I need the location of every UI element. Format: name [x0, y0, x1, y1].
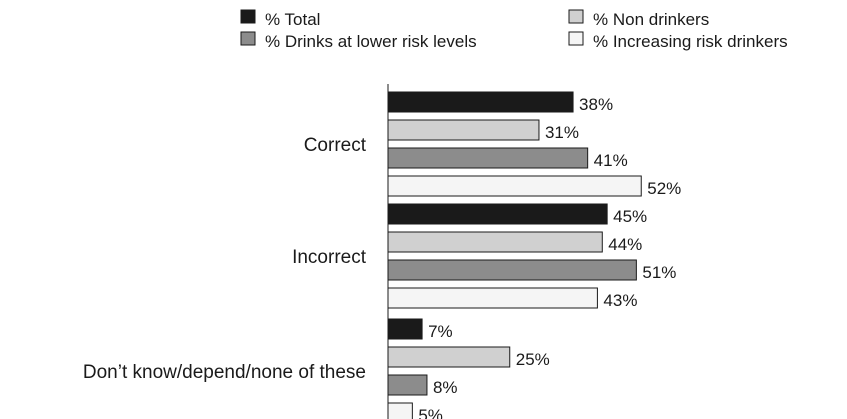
legend-label-non-drinkers: % Non drinkers [593, 10, 709, 29]
legend-label-drinks-at-lower-risk-levels: % Drinks at lower risk levels [265, 32, 477, 51]
bar-don-t-know-depend-none-of-these-non-drinkers [387, 346, 511, 368]
bar-don-t-know-depend-none-of-these-increasing-risk-drinkers [387, 402, 413, 419]
bar-correct-non-drinkers [387, 119, 540, 141]
legend-swatch-increasing-risk-drinkers [568, 31, 584, 46]
bar-correct-total [387, 91, 574, 113]
bar-don-t-know-depend-none-of-these-total [387, 318, 423, 340]
value-label-correct-non-drinkers: 31% [545, 123, 579, 142]
legend-label-increasing-risk-drinkers: % Increasing risk drinkers [593, 32, 788, 51]
value-label-incorrect-drinks-at-lower-risk-levels: 51% [642, 263, 676, 282]
bar-don-t-know-depend-none-of-these-drinks-at-lower-risk-levels [387, 374, 428, 396]
legend-label-total: % Total [265, 10, 320, 29]
bar-incorrect-increasing-risk-drinkers [387, 287, 598, 309]
legend-swatch-non-drinkers [568, 9, 584, 24]
value-label-incorrect-increasing-risk-drinkers: 43% [603, 291, 637, 310]
value-label-don-t-know-depend-none-of-these-non-drinkers: 25% [516, 350, 550, 369]
legend-swatch-total [240, 9, 256, 24]
value-label-don-t-know-depend-none-of-these-total: 7% [428, 322, 453, 341]
category-label-don-t-know-depend-none-of-these: Don’t know/depend/none of these [83, 362, 366, 383]
value-labels: 38%31% 41% 52%45% 44%51% 43% 7% 25% 8% 5% [418, 95, 681, 419]
value-label-incorrect-non-drinkers: 44% [608, 235, 642, 254]
value-label-correct-drinks-at-lower-risk-levels: 41% [594, 151, 628, 170]
bar-incorrect-total [387, 203, 608, 225]
bar-correct-increasing-risk-drinkers [387, 175, 642, 197]
bar-correct-drinks-at-lower-risk-levels [387, 147, 589, 169]
bar-incorrect-non-drinkers [387, 231, 603, 253]
category-label-correct: Correct [304, 135, 367, 156]
category-label-incorrect: Incorrect [292, 247, 367, 268]
value-label-don-t-know-depend-none-of-these-increasing-risk-drinkers: 5% [418, 406, 443, 419]
value-label-correct-increasing-risk-drinkers: 52% [647, 179, 681, 198]
category-labels: Correct Incorrect Don’t know/depend/none o… [83, 135, 367, 383]
legend-swatch-drinks-at-lower-risk-levels [240, 31, 256, 46]
value-label-correct-total: 38% [579, 95, 613, 114]
value-label-don-t-know-depend-none-of-these-drinks-at-lower-risk-levels: 8% [433, 378, 458, 397]
value-label-incorrect-total: 45% [613, 207, 647, 226]
legend: % Total % Non drinkers % Drinks at lower r… [240, 9, 788, 51]
bars [387, 91, 642, 419]
bar-incorrect-drinks-at-lower-risk-levels [387, 259, 637, 281]
